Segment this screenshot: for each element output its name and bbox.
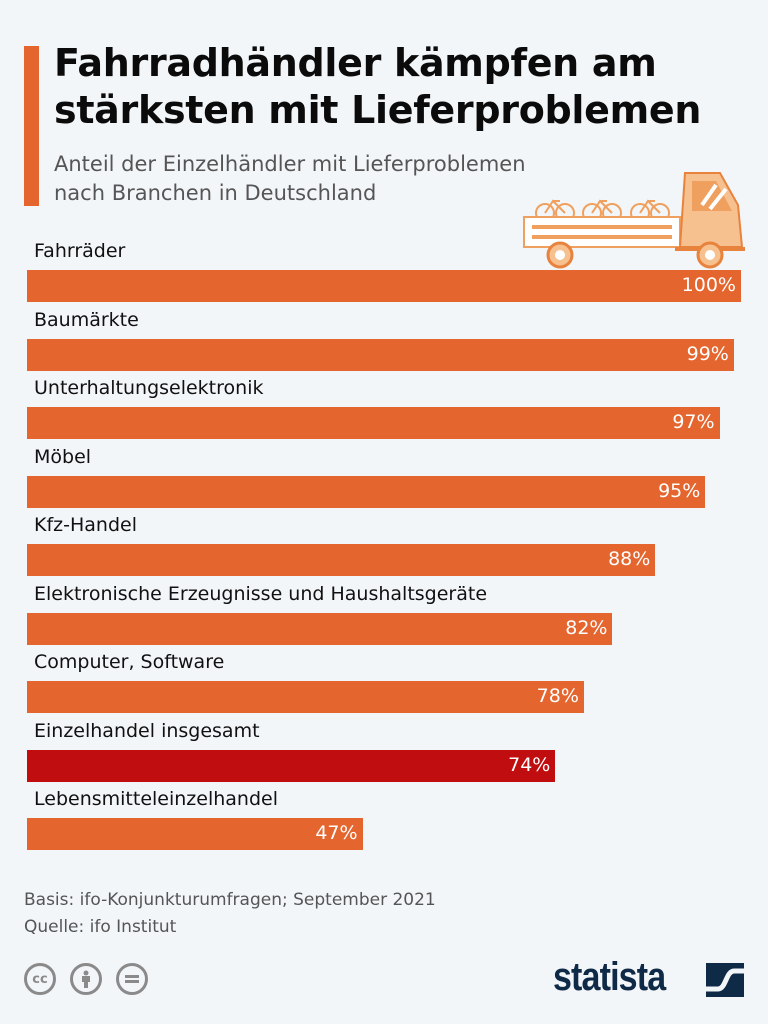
category-label: Elektronische Erzeugnisse und Haushaltsg… [34, 582, 488, 605]
statista-logo[interactable]: statista [553, 955, 666, 999]
category-label: Baumärkte [34, 308, 139, 331]
cc-icon[interactable]: cc [24, 963, 56, 995]
category-label: Unterhaltungselektronik [34, 377, 264, 399]
category-label: Fahrräder [34, 240, 126, 262]
footer-source: Quelle: ifo Institut [24, 917, 177, 937]
category-label: Möbel [34, 445, 92, 468]
bar: 95% [27, 475, 706, 508]
no-derivatives-icon[interactable] [116, 963, 148, 995]
bar-value-label: 99% [686, 342, 729, 365]
bar: 97% [27, 407, 720, 439]
attribution-icon[interactable] [70, 963, 102, 995]
bar-value-label: 97% [672, 411, 715, 433]
bar: 74% [27, 749, 556, 782]
category-label: Kfz-Handel [34, 514, 137, 536]
bar: 88% [27, 544, 656, 576]
truck-with-bicycles-illustration [523, 172, 745, 269]
category-label: Computer, Software [34, 651, 225, 673]
chart-subtitle: Anteil der Einzelhändler mit Lieferprobl… [54, 152, 526, 205]
title-accent-bar [24, 46, 39, 206]
chart-title: Fahrradhändler kämpfen am stärksten mit L… [54, 41, 702, 132]
category-label: Einzelhandel insgesamt [34, 719, 260, 742]
bar: 99% [27, 338, 734, 371]
category-label: Lebensmitteleinzelhandel [34, 788, 278, 810]
statista-logo-mark-icon [706, 963, 744, 997]
bar-value-label: 95% [658, 479, 701, 502]
bar-value-label: 47% [315, 822, 358, 844]
bar: 82% [27, 612, 613, 645]
bar: 47% [27, 818, 363, 850]
bar-value-label: 82% [565, 616, 608, 639]
bar: 78% [27, 681, 584, 713]
bar-value-label: 100% [681, 274, 736, 296]
bar-value-label: 74% [508, 753, 551, 776]
bar-value-label: 88% [608, 548, 651, 570]
bar-value-label: 78% [536, 685, 579, 707]
footer-basis: Basis: ifo-Konjunkturumfragen; September… [24, 890, 436, 910]
bar: 100% [27, 270, 741, 302]
